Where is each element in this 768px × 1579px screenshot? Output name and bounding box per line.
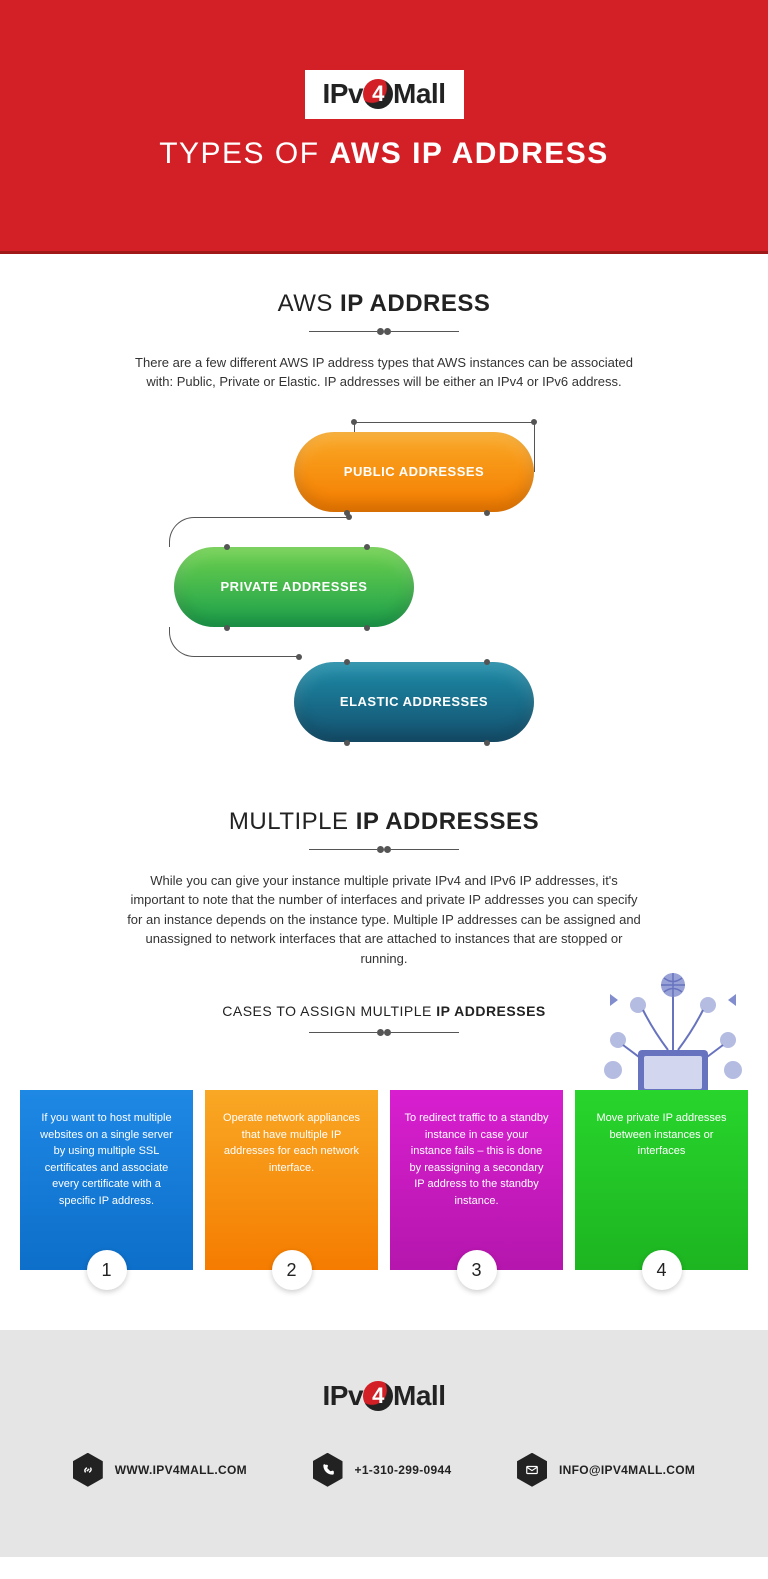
logo-suffix: Mall [393, 78, 445, 109]
connector-dot [346, 514, 352, 520]
address-type-pills: PUBLIC ADDRESSES PRIVATE ADDRESSES ELAST… [164, 422, 604, 752]
section-title: AWS IP ADDRESS [60, 290, 708, 318]
pill-private: PRIVATE ADDRESSES [174, 547, 414, 627]
title-light: AWS [278, 290, 333, 317]
card-text: Move private IP addresses between instan… [596, 1112, 726, 1157]
card-number: 3 [457, 1250, 497, 1290]
section-title: MULTIPLE IP ADDRESSES [60, 808, 708, 836]
contact-row: WWW.IPV4MALL.COM +1-310-299-0944 INFO@IP… [20, 1453, 748, 1487]
title-bold: AWS IP ADDRESS [329, 137, 608, 170]
email-icon [517, 1453, 547, 1487]
connector-dot [364, 625, 370, 631]
title-bold: IP ADDRESS [340, 290, 490, 317]
connector-line [169, 517, 349, 547]
website-text: WWW.IPV4MALL.COM [115, 1463, 247, 1477]
connector-line [354, 422, 534, 423]
card-text: To redirect traffic to a standby instanc… [404, 1112, 548, 1207]
card-text: Operate network appliances that have mul… [223, 1112, 360, 1174]
title-bold: IP ADDRESSES [356, 808, 539, 835]
email-text: INFO@IPV4MALL.COM [559, 1463, 695, 1477]
connector-dot [364, 544, 370, 550]
card-number: 1 [87, 1250, 127, 1290]
connector-dot [296, 654, 302, 660]
link-icon [73, 1453, 103, 1487]
divider-icon [309, 846, 459, 853]
logo-number-icon: 4 [363, 79, 393, 109]
title-light: MULTIPLE [229, 808, 349, 835]
connector-dot [344, 659, 350, 665]
connector-line [534, 422, 535, 472]
footer-logo: IPv4Mall [323, 1380, 446, 1411]
logo-number-icon: 4 [363, 1381, 393, 1411]
footer: IPv4Mall WWW.IPV4MALL.COM +1-310-299-094… [0, 1330, 768, 1557]
page-title: TYPES OF AWS IP ADDRESS [20, 137, 748, 171]
connector-dot [351, 419, 357, 425]
case-card-4: Move private IP addresses between instan… [575, 1090, 748, 1270]
connector-dot [344, 740, 350, 746]
contact-phone: +1-310-299-0944 [313, 1453, 452, 1487]
logo: IPv4Mall [323, 78, 446, 109]
logo-prefix: IPv [323, 78, 364, 109]
section-multiple-ip: MULTIPLE IP ADDRESSES While you can give… [0, 798, 768, 1091]
logo-suffix: Mall [393, 1380, 445, 1411]
logo-box: IPv4Mall [305, 70, 464, 119]
connector-dot [484, 510, 490, 516]
section-aws-ip: AWS IP ADDRESS There are a few different… [0, 254, 768, 798]
connector-line [169, 627, 299, 657]
title-bold: IP ADDRESSES [436, 1003, 545, 1019]
divider-icon [309, 328, 459, 335]
connector-dot [224, 544, 230, 550]
pill-label: PRIVATE ADDRESSES [221, 579, 368, 594]
cases-cards: If you want to host multiple websites on… [0, 1090, 768, 1330]
contact-email: INFO@IPV4MALL.COM [517, 1453, 695, 1487]
pill-label: ELASTIC ADDRESSES [340, 694, 488, 709]
case-card-3: To redirect traffic to a standby instanc… [390, 1090, 563, 1270]
header: IPv4Mall TYPES OF AWS IP ADDRESS [0, 0, 768, 254]
section-description: There are a few different AWS IP address… [124, 353, 644, 392]
logo-prefix: IPv [323, 1380, 364, 1411]
phone-text: +1-310-299-0944 [355, 1463, 452, 1477]
pill-label: PUBLIC ADDRESSES [344, 464, 484, 479]
pill-public: PUBLIC ADDRESSES [294, 432, 534, 512]
connector-dot [484, 659, 490, 665]
connector-dot [484, 740, 490, 746]
card-text: If you want to host multiple websites on… [40, 1112, 173, 1207]
phone-icon [313, 1453, 343, 1487]
pill-elastic: ELASTIC ADDRESSES [294, 662, 534, 742]
contact-website: WWW.IPV4MALL.COM [73, 1453, 247, 1487]
title-light: TYPES OF [159, 137, 319, 170]
connector-dot [224, 625, 230, 631]
case-card-2: Operate network appliances that have mul… [205, 1090, 378, 1270]
connector-dot [531, 419, 537, 425]
case-card-1: If you want to host multiple websites on… [20, 1090, 193, 1270]
divider-icon [309, 1029, 459, 1036]
card-number: 4 [642, 1250, 682, 1290]
title-light: CASES TO ASSIGN MULTIPLE [222, 1003, 432, 1019]
card-number: 2 [272, 1250, 312, 1290]
section-description: While you can give your instance multipl… [124, 871, 644, 969]
